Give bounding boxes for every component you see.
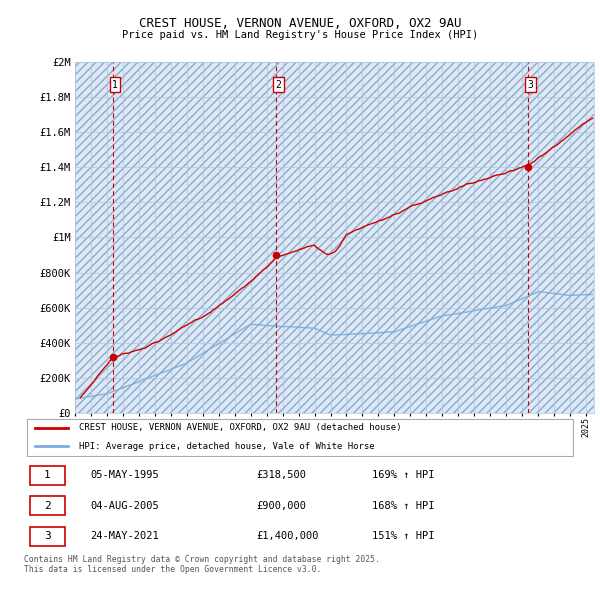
Text: 24-MAY-2021: 24-MAY-2021 [90, 532, 159, 542]
FancyBboxPatch shape [27, 419, 573, 455]
Text: 3: 3 [44, 532, 51, 542]
Text: 151% ↑ HPI: 151% ↑ HPI [372, 532, 434, 542]
Text: HPI: Average price, detached house, Vale of White Horse: HPI: Average price, detached house, Vale… [79, 442, 375, 451]
FancyBboxPatch shape [29, 527, 65, 546]
Text: 168% ↑ HPI: 168% ↑ HPI [372, 501, 434, 511]
Text: 169% ↑ HPI: 169% ↑ HPI [372, 470, 434, 480]
FancyBboxPatch shape [29, 496, 65, 516]
Text: CREST HOUSE, VERNON AVENUE, OXFORD, OX2 9AU (detached house): CREST HOUSE, VERNON AVENUE, OXFORD, OX2 … [79, 424, 402, 432]
Text: 2: 2 [44, 501, 51, 511]
Text: Contains HM Land Registry data © Crown copyright and database right 2025.
This d: Contains HM Land Registry data © Crown c… [24, 555, 380, 574]
Text: 1: 1 [44, 470, 51, 480]
Text: £318,500: £318,500 [256, 470, 306, 480]
Text: CREST HOUSE, VERNON AVENUE, OXFORD, OX2 9AU: CREST HOUSE, VERNON AVENUE, OXFORD, OX2 … [139, 17, 461, 30]
Text: 1: 1 [112, 80, 118, 90]
Text: 3: 3 [528, 80, 533, 90]
Text: 2: 2 [275, 80, 281, 90]
Text: £1,400,000: £1,400,000 [256, 532, 319, 542]
Text: 04-AUG-2005: 04-AUG-2005 [90, 501, 159, 511]
Text: £900,000: £900,000 [256, 501, 306, 511]
Text: Price paid vs. HM Land Registry's House Price Index (HPI): Price paid vs. HM Land Registry's House … [122, 30, 478, 40]
FancyBboxPatch shape [29, 466, 65, 485]
Text: 05-MAY-1995: 05-MAY-1995 [90, 470, 159, 480]
